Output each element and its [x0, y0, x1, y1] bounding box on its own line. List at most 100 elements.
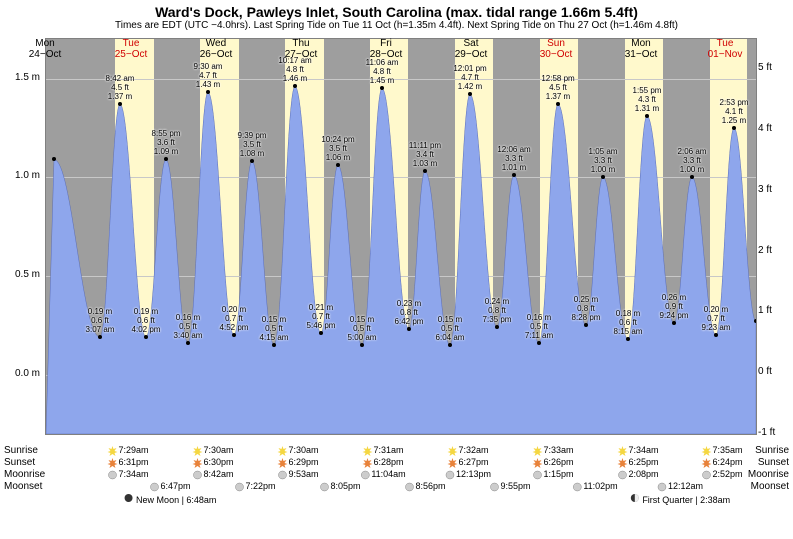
tide-point	[319, 331, 323, 335]
tide-label: 0.19 m0.6 ft3:07 am	[86, 307, 115, 334]
tide-label: 9:30 am4.7 ft1.43 m	[194, 62, 223, 89]
tide-point	[407, 327, 411, 331]
sunmoon-row: SunriseSunrise7:29am7:30am7:30am7:31am7:…	[0, 445, 793, 457]
tide-point	[250, 159, 254, 163]
y-tick-right: 4 ft	[758, 123, 793, 134]
tide-label: 0.19 m0.6 ft4:02 pm	[132, 307, 161, 334]
tide-point	[626, 337, 630, 341]
tide-label: 0.20 m0.7 ft4:52 pm	[220, 305, 249, 332]
tide-chart: Ward's Dock, Pawleys Inlet, South Caroli…	[0, 0, 793, 539]
tide-point	[164, 157, 168, 161]
sunmoon-item: 6:30pm	[192, 457, 233, 468]
tide-label: 0.20 m0.7 ft9:23 am	[702, 305, 731, 332]
y-tick-right: 5 ft	[758, 62, 793, 73]
sunmoon-item: 6:24pm	[701, 457, 742, 468]
tide-point	[672, 321, 676, 325]
tide-point	[556, 102, 560, 106]
tide-label: 11:06 am4.8 ft1.45 m	[366, 58, 399, 85]
tide-label: 0.23 m0.8 ft6:42 pm	[395, 299, 424, 326]
date-header: Sat29−Oct	[455, 38, 488, 60]
tide-point	[732, 126, 736, 130]
tide-point	[495, 325, 499, 329]
sunmoon-item: 6:28pm	[362, 457, 403, 468]
sunmoon-item: 2:52pm	[701, 469, 742, 480]
row-label-right: Moonrise	[748, 469, 789, 480]
chart-title: Ward's Dock, Pawleys Inlet, South Caroli…	[0, 4, 793, 20]
tide-label: 0.15 m0.5 ft4:15 am	[260, 315, 289, 342]
sunmoon-item: 6:29pm	[277, 457, 318, 468]
tide-label: 10:17 am4.8 ft1.46 m	[278, 56, 311, 83]
tide-label: 8:42 am4.5 ft1.37 m	[106, 74, 135, 101]
moon-phase-row: New Moon | 6:48am First Quarter | 2:38am	[0, 493, 793, 507]
moon-phase: First Quarter | 2:38am	[630, 493, 730, 505]
sunmoon-item: 7:31am	[362, 445, 403, 456]
tide-point	[645, 114, 649, 118]
y-tick-left: 0.5 m	[0, 269, 40, 280]
y-tick-right: 0 ft	[758, 366, 793, 377]
tide-label: 1:55 pm4.3 ft1.31 m	[633, 86, 662, 113]
sunmoon-row: MoonsetMoonset6:47pm7:22pm8:05pm8:56pm9:…	[0, 481, 793, 493]
tide-point	[448, 343, 452, 347]
tide-point	[272, 343, 276, 347]
sunmoon-item: 2:08pm	[617, 469, 658, 480]
date-header: Tue01−Nov	[708, 38, 743, 60]
sunmoon-item: 12:12am	[657, 481, 703, 492]
tide-label: 12:58 pm4.5 ft1.37 m	[541, 74, 574, 101]
date-header: Tue25−Oct	[115, 38, 148, 60]
sunmoon-item: 7:35am	[701, 445, 742, 456]
tide-point	[360, 343, 364, 347]
row-label-right: Sunset	[758, 457, 789, 468]
y-tick-left: 1.5 m	[0, 72, 40, 83]
y-tick-right: 1 ft	[758, 305, 793, 316]
sunmoon-item: 7:22pm	[234, 481, 275, 492]
tide-point	[601, 175, 605, 179]
tide-label: 12:01 pm4.7 ft1.42 m	[453, 64, 486, 91]
tide-label: 2:53 pm4.1 ft1.25 m	[720, 98, 749, 125]
sunmoon-item: 12:13pm	[445, 469, 491, 480]
tide-label: 0.15 m0.5 ft6:04 am	[436, 315, 465, 342]
tide-point	[206, 90, 210, 94]
tide-label: 0.21 m0.7 ft5:46 pm	[307, 303, 336, 330]
y-tick-left: 0.0 m	[0, 368, 40, 379]
tide-label: 10:24 pm3.5 ft1.06 m	[321, 135, 354, 162]
tide-point	[714, 333, 718, 337]
sunmoon-item: 7:34am	[107, 469, 148, 480]
tide-label: 9:39 pm3.5 ft1.08 m	[238, 131, 267, 158]
sunmoon-row: MoonriseMoonrise7:34am8:42am9:53am11:04a…	[0, 469, 793, 481]
row-label-right: Moonset	[751, 481, 789, 492]
sunmoon-item: 7:32am	[447, 445, 488, 456]
tide-point	[232, 333, 236, 337]
tide-point	[754, 319, 757, 323]
sunmoon-item: 8:05pm	[319, 481, 360, 492]
tide-label: 0.15 m0.5 ft5:00 am	[348, 315, 377, 342]
tide-label: 1:05 am3.3 ft1.00 m	[589, 147, 618, 174]
tide-label: 8:55 pm3.6 ft1.09 m	[152, 129, 181, 156]
tide-label: 0.26 m0.9 ft9:24 pm	[660, 293, 689, 320]
tide-point	[537, 341, 541, 345]
tide-point	[690, 175, 694, 179]
tide-point	[98, 335, 102, 339]
tide-label: 11:11 pm3.4 ft1.03 m	[409, 141, 441, 168]
chart-subtitle: Times are EDT (UTC −4.0hrs). Last Spring…	[0, 20, 793, 31]
row-label-left: Sunset	[4, 457, 35, 468]
sunmoon-item: 9:53am	[277, 469, 318, 480]
tide-point	[380, 86, 384, 90]
sunmoon-item: 6:47pm	[149, 481, 190, 492]
date-header: Fri28−Oct	[370, 38, 403, 60]
sunmoon-item: 6:26pm	[532, 457, 573, 468]
tide-point	[293, 84, 297, 88]
sunmoon-item: 11:02pm	[572, 481, 617, 492]
sunmoon-row: SunsetSunset6:31pm6:30pm6:29pm6:28pm6:27…	[0, 457, 793, 469]
tide-label: 12:06 am3.3 ft1.01 m	[497, 145, 530, 172]
date-header: Thu27−Oct	[285, 38, 318, 60]
tide-point	[468, 92, 472, 96]
tide-point	[118, 102, 122, 106]
tide-point	[423, 169, 427, 173]
row-label-left: Moonset	[4, 481, 42, 492]
date-header: Sun30−Oct	[540, 38, 573, 60]
date-header: Mon31−Oct	[625, 38, 658, 60]
tide-point	[144, 335, 148, 339]
sunmoon-item: 1:15pm	[532, 469, 573, 480]
row-label-right: Sunrise	[755, 445, 789, 456]
date-header: Wed26−Oct	[200, 38, 233, 60]
